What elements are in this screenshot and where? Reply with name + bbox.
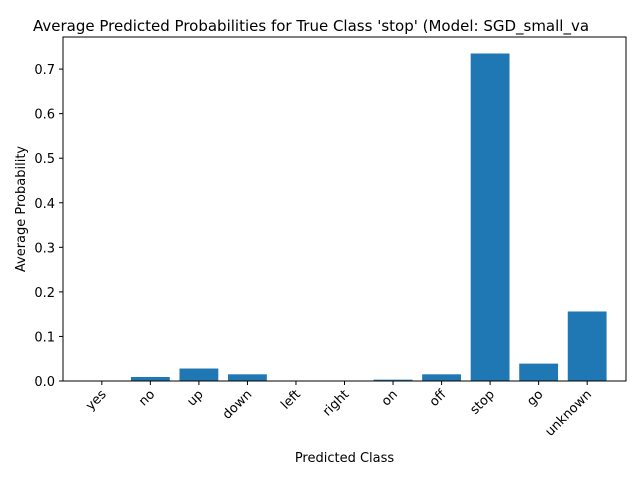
plot-frame: [62, 36, 627, 382]
bar-down: [228, 374, 267, 381]
chart-title: Average Predicted Probabilities for True…: [33, 17, 589, 36]
bar-on: [373, 379, 413, 381]
x-tick-label-yes: yes: [83, 387, 110, 414]
x-tick-label-stop: stop: [467, 387, 497, 417]
x-tick-label-right: right: [320, 387, 352, 419]
y-tick-label: 0.6: [34, 108, 55, 123]
bar-unknown: [567, 311, 607, 381]
x-tick-label-unknown: unknown: [543, 387, 595, 439]
bar-go: [519, 363, 559, 381]
y-tick-label: 0.7: [34, 63, 55, 78]
y-tick-label: 0.5: [34, 152, 55, 167]
y-tick-label: 0.1: [34, 330, 55, 345]
x-tick-label-up: up: [184, 387, 206, 409]
x-tick-label-down: down: [220, 387, 255, 422]
x-tick-label-off: off: [427, 386, 450, 409]
y-tick-label: 0.3: [34, 241, 55, 256]
x-tick-label-go: go: [524, 387, 546, 409]
bar-stop: [470, 53, 510, 381]
x-tick-label-left: left: [278, 387, 304, 413]
bar-up: [179, 368, 219, 381]
x-tick-label-no: no: [136, 387, 158, 409]
y-axis: 0.0 0.1 0.2 0.3 0.4 0.5 0.6 0.7: [34, 63, 63, 390]
bar-no: [130, 376, 170, 381]
bars-group: [82, 53, 607, 381]
y-tick-label: 0.0: [34, 375, 55, 390]
y-axis-label: Average Probability: [14, 146, 29, 273]
x-tick-label-on: on: [379, 387, 401, 409]
y-tick-label: 0.4: [34, 197, 55, 212]
y-tick-label: 0.2: [34, 286, 55, 301]
x-axis-label: Predicted Class: [295, 451, 395, 466]
bar-off: [422, 374, 461, 381]
